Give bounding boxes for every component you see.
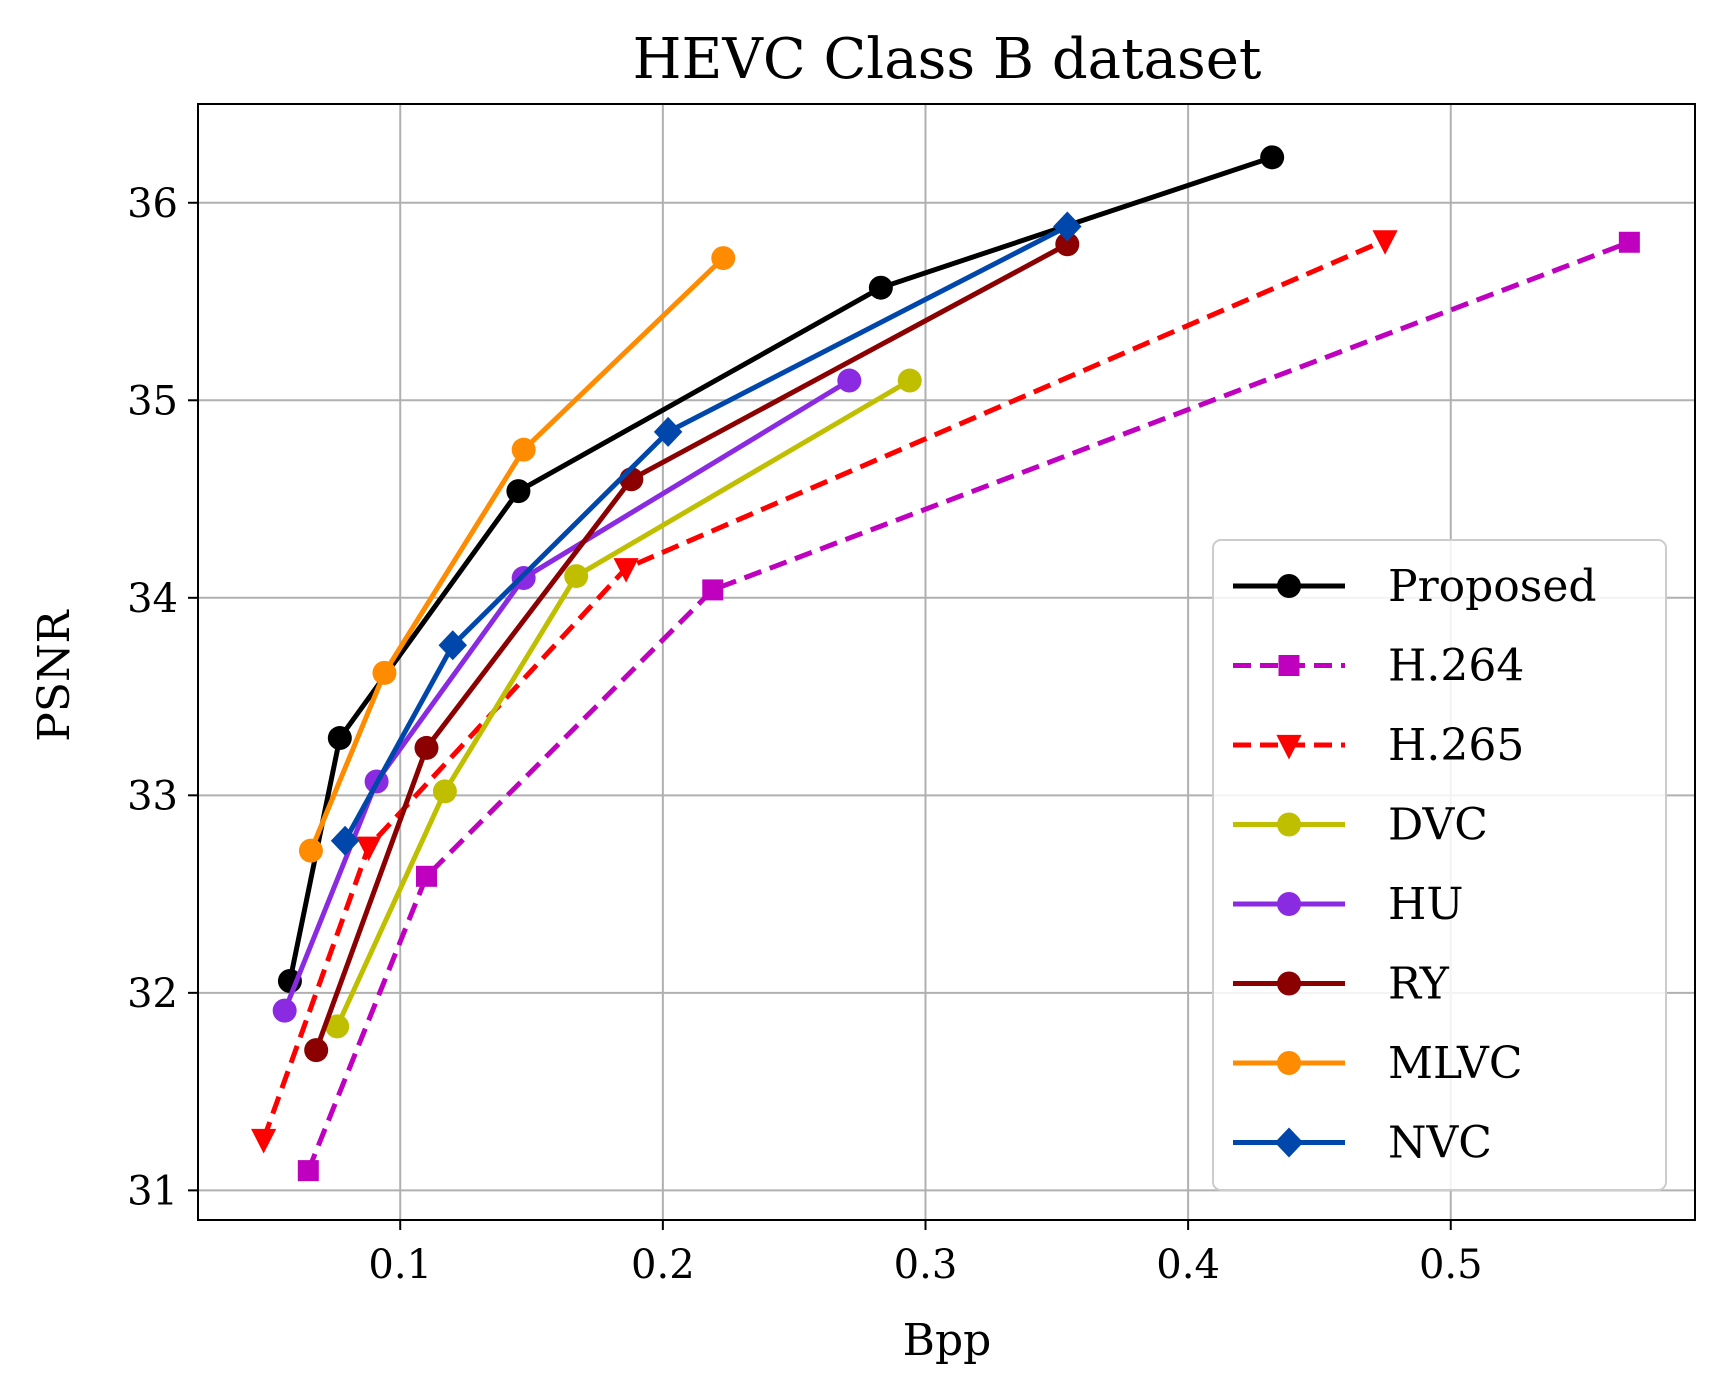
- legend-marker-nvc: [1274, 1127, 1304, 1158]
- legend-entry-h-265: H.265: [1233, 720, 1524, 771]
- data-point-mlvc: [511, 437, 536, 462]
- series-nvc: [330, 211, 1082, 856]
- data-point-proposed: [868, 275, 893, 300]
- legend-marker-proposed: [1277, 574, 1301, 598]
- y-tick-label: 36: [127, 181, 178, 227]
- data-point-proposed: [327, 726, 352, 751]
- x-tick-label: 0.4: [1156, 1242, 1220, 1288]
- legend-marker-mlvc: [1277, 1051, 1301, 1075]
- data-point-nvc: [653, 416, 683, 447]
- legend-marker-ry: [1277, 971, 1301, 996]
- legend-label-h-264: H.264: [1388, 641, 1524, 692]
- x-tick-label: 0.5: [1419, 1242, 1483, 1288]
- legend-entry-nvc: NVC: [1233, 1118, 1492, 1169]
- series-line-nvc: [342, 224, 1069, 842]
- data-point-nvc: [1053, 211, 1082, 242]
- series-h-264: [297, 231, 1640, 1182]
- chart-title: HEVC Class B dataset: [633, 27, 1262, 92]
- series-line-ry: [313, 242, 1069, 1051]
- data-point-hu: [272, 998, 297, 1023]
- y-tick-label: 33: [127, 773, 178, 819]
- legend-marker-hu: [1277, 892, 1301, 916]
- series-line-mlvc: [308, 256, 725, 852]
- legend-label-ry: RY: [1388, 959, 1450, 1010]
- data-point-mlvc: [711, 246, 736, 271]
- legend-entry-h-264: H.264: [1233, 641, 1524, 692]
- data-point-h-265: [251, 1128, 277, 1154]
- data-point-dvc: [325, 1014, 350, 1039]
- axis-ticks: 0.1 0.2 0.3 0.4 0.5 31 32 33 34 35 36: [127, 181, 1482, 1288]
- data-point-mlvc: [372, 660, 397, 685]
- x-axis-label: Bpp: [903, 1315, 992, 1366]
- series-line-dvc: [334, 378, 911, 1028]
- legend-marker-h-265: [1276, 734, 1302, 760]
- x-tick-label: 0.1: [368, 1242, 432, 1288]
- legend-label-h-265: H.265: [1388, 720, 1524, 771]
- legend-frame: [1212, 539, 1667, 1191]
- data-point-proposed: [506, 479, 531, 504]
- legend: Proposed H.264 H.265 DVC HU RY MLVC NVC: [1212, 539, 1667, 1191]
- data-point-ry: [1055, 232, 1080, 257]
- data-point-h-265: [1372, 230, 1398, 255]
- legend-entry-ry: RY: [1233, 959, 1450, 1010]
- data-point-h-264: [702, 579, 724, 601]
- data-point-nvc: [330, 825, 360, 856]
- legend-label-nvc: NVC: [1388, 1118, 1492, 1169]
- y-tick-label: 34: [127, 576, 178, 622]
- legend-entry-mlvc: MLVC: [1233, 1038, 1523, 1089]
- legend-marker-dvc: [1277, 812, 1301, 837]
- series-mlvc: [298, 246, 736, 863]
- y-axis-label: PSNR: [29, 608, 80, 741]
- series-line-hu: [282, 378, 851, 1012]
- series-line-h-264: [305, 239, 1631, 1172]
- y-tick-label: 31: [127, 1168, 178, 1214]
- y-tick-label: 35: [127, 378, 178, 424]
- legend-entry-dvc: DVC: [1233, 800, 1488, 851]
- data-point-h-264: [297, 1160, 319, 1182]
- data-point-dvc: [432, 779, 457, 804]
- x-tick-label: 0.2: [631, 1242, 695, 1288]
- data-point-h-265: [613, 558, 639, 583]
- y-tick-label: 32: [127, 971, 178, 1017]
- data-point-h-264: [415, 865, 437, 887]
- legend-label-proposed: Proposed: [1388, 561, 1597, 612]
- data-point-h-264: [1618, 231, 1640, 253]
- legend-label-dvc: DVC: [1388, 800, 1488, 851]
- data-point-ry: [304, 1038, 329, 1063]
- series-line-proposed: [287, 154, 1273, 982]
- legend-marker-h-264: [1278, 655, 1300, 676]
- data-point-proposed: [1260, 145, 1285, 170]
- legend-label-hu: HU: [1388, 879, 1463, 930]
- data-point-ry: [414, 735, 439, 760]
- data-point-h-265: [356, 836, 382, 862]
- series-ry: [304, 232, 1080, 1063]
- data-point-nvc: [438, 630, 468, 661]
- legend-entry-hu: HU: [1233, 879, 1463, 930]
- legend-label-mlvc: MLVC: [1388, 1038, 1523, 1089]
- data-point-dvc: [564, 564, 589, 589]
- data-point-dvc: [897, 368, 922, 393]
- data-point-mlvc: [298, 838, 323, 863]
- plot-frame: [197, 103, 1696, 1221]
- series-dvc: [325, 368, 922, 1039]
- x-tick-label: 0.3: [894, 1242, 958, 1288]
- series-layer: [251, 145, 1640, 1182]
- data-point-hu: [837, 368, 862, 393]
- legend-entry-proposed: Proposed: [1233, 561, 1597, 612]
